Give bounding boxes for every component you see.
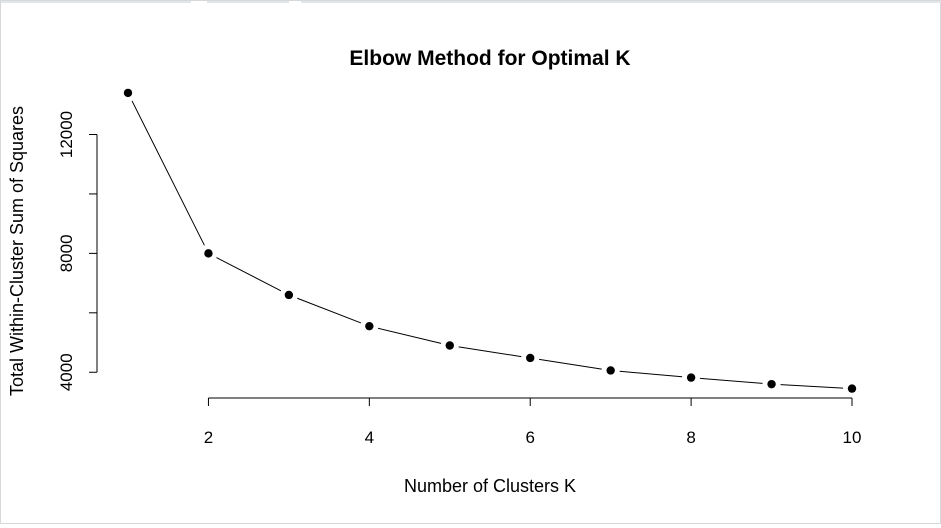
series-segment <box>216 257 282 292</box>
x-axis: 2 4 6 8 10 <box>204 397 862 447</box>
data-point <box>204 249 213 258</box>
top-border <box>1 1 941 3</box>
data-point <box>686 373 696 382</box>
series-segment <box>297 297 362 324</box>
chart-title: Elbow Method for Optimal K <box>349 47 630 70</box>
series-segment <box>539 358 602 370</box>
data-point <box>526 353 535 363</box>
data-point <box>767 379 776 389</box>
data-point <box>847 384 857 393</box>
series-segment <box>377 327 442 344</box>
series-line <box>131 100 844 389</box>
y-tick-label: 4000 <box>57 353 76 391</box>
series-segment <box>458 346 522 358</box>
data-point <box>284 290 294 300</box>
x-tick-label: 6 <box>525 428 534 447</box>
data-point <box>606 366 615 375</box>
data-point <box>123 88 133 98</box>
y-tick-label: 12000 <box>57 111 76 158</box>
x-tick-label: 8 <box>686 428 695 447</box>
data-point <box>365 321 374 331</box>
series-points <box>123 88 857 393</box>
x-axis-label: Number of Clusters K <box>404 476 576 496</box>
series-segment <box>619 370 683 378</box>
y-tick-label: 8000 <box>57 234 76 272</box>
y-axis-label: Total Within-Cluster Sum of Squares <box>7 106 27 396</box>
x-tick-label: 4 <box>365 428 374 447</box>
x-tick-label: 2 <box>204 428 213 447</box>
x-tick-label: 10 <box>843 428 862 447</box>
y-axis: 4000 8000 12000 <box>57 111 98 391</box>
data-point <box>445 341 454 350</box>
series-segment <box>131 100 205 246</box>
series-segment <box>780 384 844 389</box>
series-segment <box>700 377 763 384</box>
